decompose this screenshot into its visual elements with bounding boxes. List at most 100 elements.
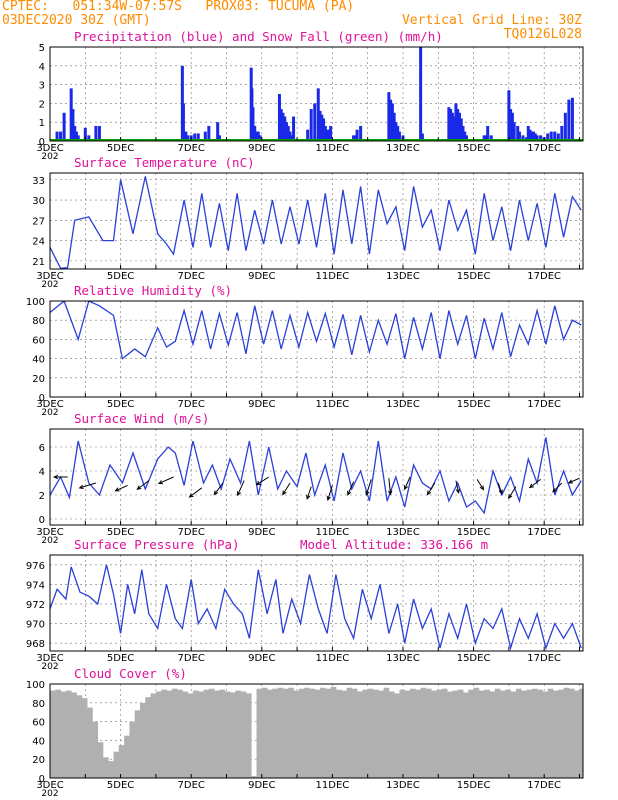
precip-bar	[482, 135, 486, 141]
x-tick-label: 3DEC	[36, 527, 63, 538]
cloud-bar	[351, 688, 358, 778]
x-tick-label: 15DEC	[457, 653, 491, 664]
precip-bar	[397, 131, 401, 141]
precip-bar	[59, 131, 63, 141]
y-tick-label: 40	[32, 355, 45, 366]
y-tick-label: 0	[39, 774, 45, 785]
cloud-bar	[330, 686, 337, 778]
cloud-bar	[468, 689, 474, 778]
wind-vector-head	[387, 490, 393, 496]
cloud-bar	[531, 688, 538, 778]
wind-vector-head	[136, 485, 142, 490]
y-tick-label: 30	[32, 196, 45, 207]
y-tick-label: 20	[32, 755, 45, 766]
series-line-wind	[50, 437, 582, 515]
wind-vector	[115, 484, 128, 492]
precip-bar	[456, 109, 460, 141]
precip-bar	[396, 125, 400, 141]
cloud-bar	[473, 687, 480, 778]
x-tick-label: 15DEC	[457, 780, 491, 791]
cloud-bar	[478, 690, 485, 778]
x-tick-label: 7DEC	[178, 399, 205, 410]
y-tick-label: 2	[39, 491, 45, 502]
panel-title-wind: Surface Wind (m/s)	[74, 411, 209, 426]
cloud-bar	[177, 689, 183, 778]
cloud-bar	[309, 688, 316, 778]
panel-title-rh: Relative Humidity (%)	[74, 283, 232, 298]
cloud-bar	[505, 689, 512, 778]
precip-bar	[507, 90, 511, 141]
cloud-bar	[150, 693, 157, 778]
cloud-bar	[50, 690, 56, 778]
x-year-stub: 202	[41, 280, 58, 290]
cloud-bar	[272, 688, 279, 778]
x-tick-label: 9DEC	[248, 527, 275, 538]
series-line-pres	[50, 564, 582, 651]
cloud-bar	[87, 707, 93, 778]
x-tick-label: 3DEC	[36, 653, 63, 664]
precip-bar	[449, 109, 453, 141]
plot-frame-pres	[49, 554, 584, 652]
plot-area-temp	[50, 176, 582, 269]
precip-bar	[553, 131, 557, 141]
cloud-bar	[568, 688, 575, 778]
precip-bar	[486, 125, 490, 141]
cloud-bar	[187, 693, 194, 778]
wind-vector-head	[306, 494, 311, 500]
precip-bar	[284, 122, 288, 141]
x-tick-label: 13DEC	[386, 653, 420, 664]
wind-vector	[189, 487, 203, 498]
precip-bar	[277, 94, 281, 141]
precip-bar	[447, 107, 451, 141]
wind-vector-head	[426, 490, 432, 496]
wind-vector	[365, 479, 372, 495]
precip-bar	[521, 135, 525, 141]
precip-bar	[517, 131, 521, 141]
precip-bar	[539, 135, 543, 141]
precip-bar	[528, 129, 532, 141]
cloud-bar	[462, 692, 469, 778]
y-tick-label: 6	[39, 443, 45, 454]
y-tick-label: 972	[26, 600, 45, 611]
x-tick-label: 17DEC	[527, 143, 561, 154]
cloud-bar	[394, 693, 400, 778]
precip-bar	[392, 112, 396, 141]
header-grid-note: Vertical Grid Line: 30Z	[401, 13, 582, 28]
wind-vector	[213, 482, 224, 495]
x-tick-label: 3DEC	[36, 399, 63, 410]
cloud-bar	[357, 691, 363, 778]
x-year-stub: 202	[41, 152, 58, 162]
plot-area-wind	[50, 437, 582, 515]
cloud-bar	[346, 687, 353, 778]
x-tick-label: 11DEC	[316, 780, 350, 791]
panel-title-precip: Precipitation (blue) and Snow Fall (gree…	[74, 29, 443, 44]
x-tick-label: 3DEC	[36, 271, 63, 282]
cloud-bar	[362, 689, 369, 778]
cloud-bar	[335, 689, 342, 778]
x-tick-label: 13DEC	[386, 780, 420, 791]
cloud-bar	[161, 689, 167, 778]
cloud-bar	[526, 689, 533, 778]
x-tick-label: 15DEC	[457, 527, 491, 538]
precip-bar	[355, 129, 359, 141]
cloud-bar	[288, 687, 294, 778]
cloud-bar	[166, 690, 173, 778]
cloud-bar	[378, 690, 384, 778]
y-tick-label: 976	[26, 561, 45, 572]
cloud-bar	[182, 691, 189, 778]
wind-vector-head	[52, 474, 59, 480]
cloud-bar	[484, 689, 490, 778]
panel-pres	[49, 554, 584, 652]
wind-vector-head	[326, 495, 331, 501]
precip-bar	[452, 116, 456, 141]
cloud-bar	[574, 690, 580, 778]
precip-bar	[510, 112, 514, 141]
wind-vector-head	[404, 485, 409, 491]
cloud-bar	[293, 690, 300, 778]
precip-bar	[353, 135, 357, 141]
panel-precip	[49, 46, 584, 142]
precip-bar	[181, 103, 185, 141]
precip-bar	[196, 133, 200, 141]
cloud-bar	[145, 697, 151, 778]
